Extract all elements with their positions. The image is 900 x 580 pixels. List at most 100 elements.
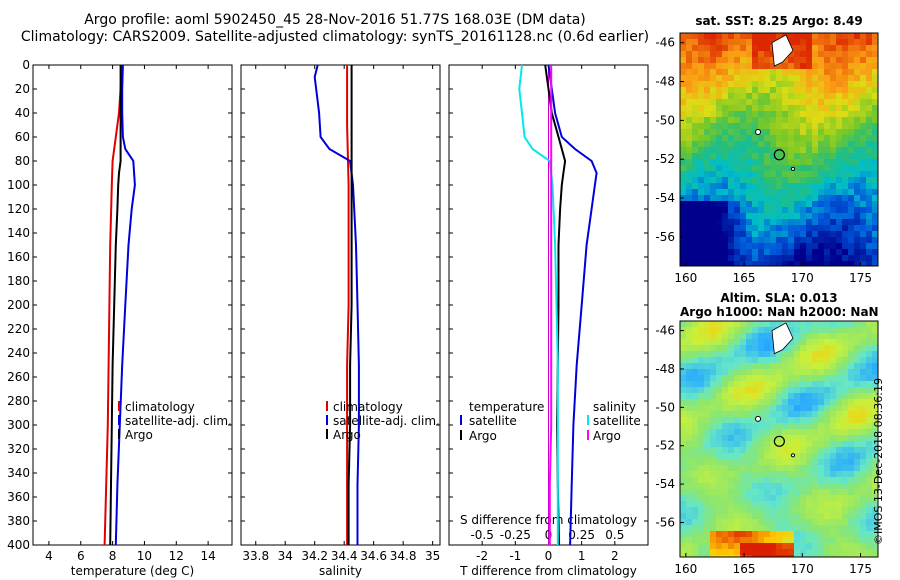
sst-cell	[854, 237, 860, 243]
sst-cell	[698, 123, 704, 129]
sla-cell	[824, 423, 830, 429]
sst-cell	[734, 231, 740, 237]
sla-cell	[782, 555, 788, 557]
sla-cell	[698, 501, 704, 507]
sla-cell	[794, 471, 800, 477]
sla-cell	[806, 525, 812, 531]
sla-cell	[746, 339, 752, 345]
sst-cell	[692, 57, 698, 63]
sla-cell	[824, 555, 830, 557]
sla-cell	[800, 531, 806, 537]
sla-cell	[734, 441, 740, 447]
sla-cell	[824, 537, 830, 543]
sst-cell	[860, 231, 866, 237]
sst-cell	[764, 63, 770, 69]
sst-cell	[812, 99, 818, 105]
sst-cell	[698, 165, 704, 171]
sst-cell	[866, 141, 872, 147]
sla-cell	[716, 501, 722, 507]
map-lat-label: -46	[655, 36, 675, 50]
sla-cell	[686, 477, 692, 483]
sla-cell	[680, 555, 686, 557]
sst-cell	[728, 207, 734, 213]
sla-cell	[830, 465, 836, 471]
sla-cell	[848, 549, 854, 555]
sla-cell	[704, 411, 710, 417]
sla-cell	[734, 357, 740, 363]
sla-cell	[794, 489, 800, 495]
sla-cell	[836, 363, 842, 369]
sla-cell	[830, 507, 836, 513]
sst-cell	[728, 243, 734, 249]
sla-cell	[818, 519, 824, 525]
sst-cell	[704, 201, 710, 207]
salinity-diff-tick-label: -0.5	[470, 528, 493, 542]
sla-cell	[848, 393, 854, 399]
sla-cell	[830, 435, 836, 441]
sst-cell	[824, 153, 830, 159]
sla-cell	[740, 327, 746, 333]
sla-cell	[734, 387, 740, 393]
sla-cell	[812, 375, 818, 381]
sst-cell	[818, 153, 824, 159]
sst-cell	[710, 207, 716, 213]
sla-cell	[794, 447, 800, 453]
sst-cell	[794, 123, 800, 129]
sla-cell	[800, 393, 806, 399]
sla-cell	[806, 393, 812, 399]
sst-cell	[692, 219, 698, 225]
sst-cell	[680, 201, 686, 207]
sla-cell	[686, 525, 692, 531]
sst-cell	[776, 153, 782, 159]
sla-cell	[758, 387, 764, 393]
sst-cell	[806, 33, 812, 39]
sst-cell	[830, 225, 836, 231]
sst-cell	[752, 201, 758, 207]
sla-cell	[704, 387, 710, 393]
sst-cell	[794, 69, 800, 75]
sst-cell	[848, 45, 854, 51]
sst-cell	[740, 93, 746, 99]
sst-cell	[776, 93, 782, 99]
sst-cell	[746, 147, 752, 153]
sst-cell	[746, 105, 752, 111]
sla-cell	[818, 381, 824, 387]
temperature-xtick-label: 4	[45, 549, 53, 563]
sst-cell	[794, 105, 800, 111]
sst-cell	[716, 117, 722, 123]
sla-cell	[764, 369, 770, 375]
sla-cell	[788, 363, 794, 369]
sla-cell	[752, 327, 758, 333]
sla-cell	[812, 495, 818, 501]
sst-cell	[812, 165, 818, 171]
sst-cell	[872, 39, 878, 45]
sla-cell	[836, 417, 842, 423]
sst-cell	[686, 33, 692, 39]
sst-cell	[680, 33, 686, 39]
sla-cell	[716, 489, 722, 495]
sla-cell	[872, 531, 878, 537]
sla-cell	[740, 423, 746, 429]
sla-cell	[734, 393, 740, 399]
island	[790, 453, 796, 458]
sla-cell	[866, 441, 872, 447]
sla-cell	[686, 513, 692, 519]
sla-cell	[680, 549, 686, 555]
sla-cell	[686, 489, 692, 495]
sst-cell	[812, 237, 818, 243]
legend-item: Argo	[125, 428, 153, 442]
sst-cell	[710, 195, 716, 201]
sst-cell	[854, 159, 860, 165]
sla-cell	[800, 555, 806, 557]
sst-cell	[818, 39, 824, 45]
sla-cell	[698, 423, 704, 429]
difference-xtick-label: 0	[545, 549, 553, 563]
sst-cell	[824, 63, 830, 69]
sst-cell	[698, 63, 704, 69]
map-lat-label: -48	[655, 75, 675, 89]
sla-cell	[776, 555, 782, 557]
sst-cell	[776, 87, 782, 93]
sst-cell	[824, 261, 830, 266]
sst-cell	[716, 207, 722, 213]
sla-cell	[854, 333, 860, 339]
